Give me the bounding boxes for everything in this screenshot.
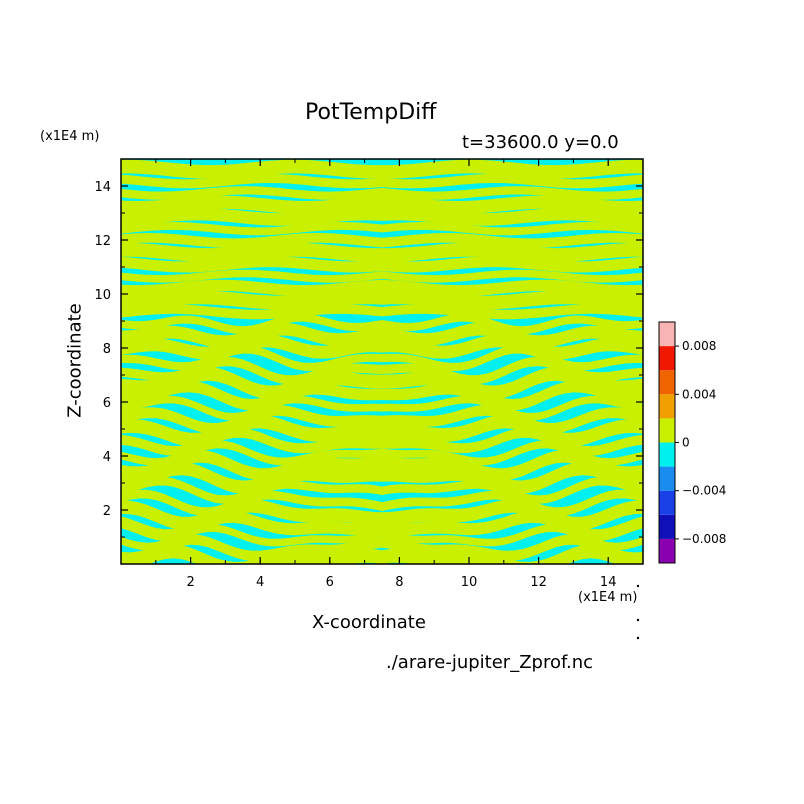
colorbar-tick-label: 0 [682, 436, 690, 450]
x-unit-label: (x1E4 m) [578, 590, 638, 605]
x-axis-label: X-coordinate [312, 612, 426, 633]
positive-band [121, 279, 643, 297]
positive-band [121, 256, 643, 273]
marker-dot [636, 636, 640, 640]
positive-band [121, 222, 643, 236]
positive-band [121, 322, 643, 349]
positive-band [121, 499, 643, 531]
positive-band [121, 304, 643, 320]
colorbar-tick-label: −0.004 [682, 484, 726, 498]
positive-band [121, 428, 643, 456]
positive-band [121, 334, 643, 360]
colorbar-swatch [659, 418, 675, 443]
x-tick-label: 8 [395, 575, 403, 590]
colorbar-swatch [659, 346, 675, 371]
y-tick-label: 14 [94, 180, 111, 195]
positive-band [121, 534, 643, 563]
positive-band [121, 477, 643, 504]
positive-band [121, 173, 643, 189]
positive-band [121, 242, 643, 263]
x-tick-label: 4 [256, 575, 264, 590]
positive-band [121, 380, 643, 411]
y-tick-label: 10 [94, 288, 111, 303]
positive-band [121, 159, 643, 179]
x-tick-label: 12 [530, 575, 547, 590]
colorbar-swatch [659, 370, 675, 395]
colorbar-swatch [659, 538, 675, 563]
positive-band [121, 450, 643, 481]
y-tick-label: 12 [94, 234, 111, 249]
positive-band [121, 510, 643, 542]
y-tick-label: 8 [103, 342, 111, 357]
y-axis-label: Z-coordinate [64, 303, 86, 418]
positive-band [121, 367, 643, 400]
x-tick-label: 10 [461, 575, 478, 590]
colorbar-swatch [659, 394, 675, 419]
positive-band [121, 195, 643, 215]
positive-band [121, 313, 643, 335]
chart-title: PotTempDiff [305, 100, 437, 125]
positive-band [121, 269, 643, 283]
positive-band [121, 233, 643, 249]
colorbar-tick-label: 0.004 [682, 387, 716, 401]
colorbar-swatch [659, 514, 675, 539]
x-tick-label: 6 [326, 575, 334, 590]
positive-band [121, 186, 643, 200]
positive-band [121, 290, 643, 310]
positive-band [121, 440, 643, 466]
chart-subtitle: t=33600.0 y=0.0 [462, 132, 619, 153]
plot-background [121, 159, 643, 564]
positive-band [121, 395, 643, 421]
y-tick-label: 4 [103, 450, 111, 465]
plot-frame [120, 158, 644, 565]
positive-band [121, 345, 643, 372]
colorbar-swatch [659, 442, 675, 467]
colorbar-swatch [659, 490, 675, 515]
positive-band [121, 356, 643, 385]
positive-band [121, 414, 643, 447]
source-file-label: ./arare-jupiter_Zprof.nc [386, 652, 594, 673]
colorbar-tick-label: 0.008 [682, 339, 716, 353]
positive-band [121, 462, 643, 494]
x-tick-label: 14 [600, 575, 617, 590]
positive-band [121, 489, 643, 517]
positive-band [121, 404, 643, 434]
colorbar-frame [658, 321, 676, 564]
positive-band [121, 207, 643, 226]
colorbar-tick-label: −0.008 [682, 532, 726, 546]
positive-band [121, 524, 643, 551]
marker-dot [636, 584, 640, 588]
y-tick-label: 6 [103, 396, 111, 411]
marker-dot [636, 618, 640, 622]
colorbar-swatch [659, 322, 675, 347]
positive-band [121, 544, 643, 564]
y-unit-label: (x1E4 m) [40, 129, 100, 144]
y-tick-label: 2 [103, 504, 111, 519]
x-tick-label: 2 [186, 575, 194, 590]
colorbar-swatch [659, 466, 675, 491]
